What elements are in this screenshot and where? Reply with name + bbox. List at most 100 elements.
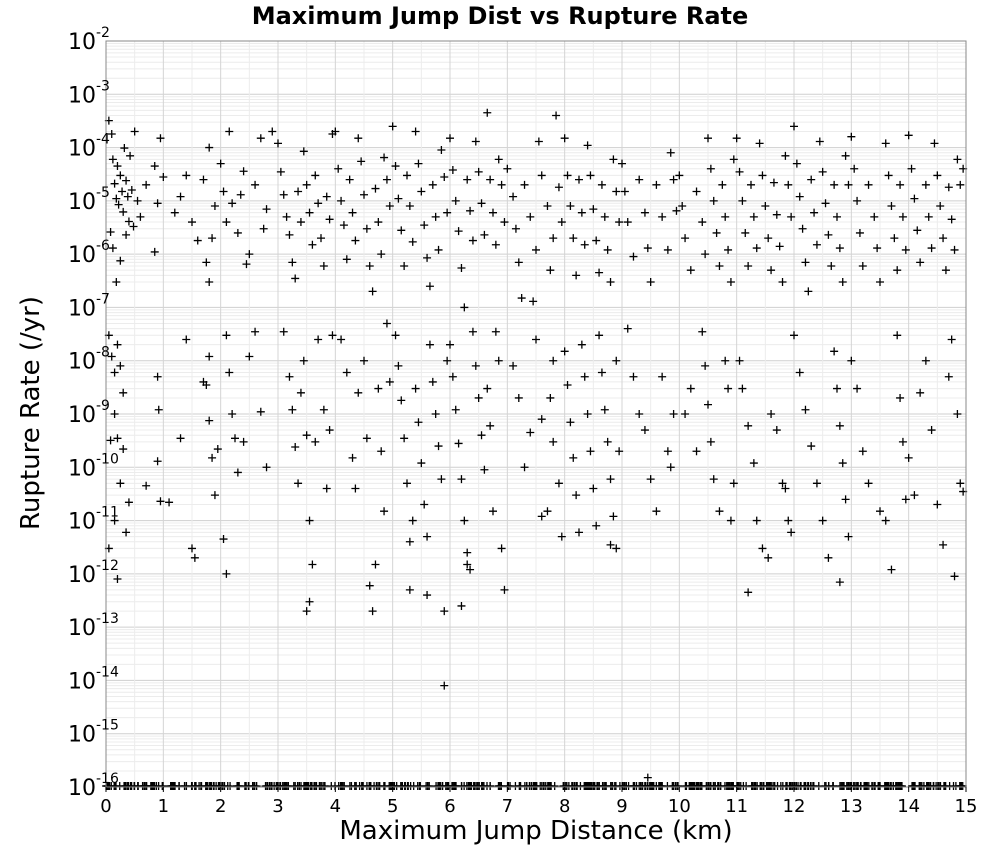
data-point [767, 266, 776, 275]
data-point [222, 569, 231, 578]
data-point [615, 447, 624, 456]
data-point [772, 426, 781, 435]
data-point [116, 171, 125, 180]
data-point [322, 484, 331, 493]
data-point [291, 443, 300, 452]
data-point [291, 274, 300, 283]
data-point [377, 250, 386, 259]
data-point [256, 134, 265, 143]
data-point [262, 205, 271, 214]
data-point [623, 324, 632, 333]
data-point [176, 434, 185, 443]
data-point [463, 548, 472, 557]
data-point [764, 234, 773, 243]
data-point [107, 129, 116, 138]
data-point [724, 245, 733, 254]
data-point [933, 782, 942, 790]
data-point [804, 287, 813, 296]
data-point [245, 250, 254, 259]
data-point [744, 588, 753, 597]
data-point [827, 261, 836, 270]
data-point [887, 202, 896, 211]
data-point [580, 372, 589, 381]
data-point [446, 134, 454, 143]
data-point [403, 171, 411, 180]
y-tick-label: 10-4 [68, 132, 110, 162]
x-tick-label: 2 [215, 796, 226, 817]
data-point [792, 159, 801, 168]
data-point [941, 266, 950, 275]
data-point [454, 439, 463, 448]
data-point [941, 782, 950, 790]
data-point [874, 782, 883, 790]
y-tick-exponent: -13 [96, 611, 119, 627]
data-point [225, 368, 234, 377]
data-point [400, 782, 409, 790]
data-point [122, 230, 131, 239]
data-point [154, 405, 163, 414]
data-point [337, 782, 346, 790]
data-point [414, 159, 423, 168]
data-point [718, 180, 727, 189]
data-point [669, 175, 678, 184]
data-point [251, 327, 260, 336]
data-point [223, 782, 232, 790]
data-point [786, 782, 795, 790]
data-point [801, 258, 810, 267]
data-point [123, 192, 132, 201]
y-tick-base: 10 [68, 83, 96, 108]
data-point [299, 147, 308, 156]
data-point [858, 447, 867, 456]
data-point [473, 782, 482, 790]
data-point [560, 347, 569, 356]
data-point [544, 782, 553, 790]
data-point [486, 421, 495, 430]
data-point [801, 405, 810, 414]
data-point [537, 171, 546, 180]
data-point [750, 782, 759, 790]
data-point [758, 544, 767, 553]
x-axis-label: Maximum Jump Distance (km) [339, 816, 733, 846]
data-point [835, 244, 844, 253]
data-point [466, 206, 475, 215]
data-point [112, 194, 121, 203]
data-point [575, 528, 583, 537]
x-tick-label: 12 [783, 796, 806, 817]
data-point [800, 782, 809, 790]
data-point [646, 278, 655, 287]
data-point [838, 459, 847, 468]
data-point [635, 175, 644, 184]
data-point [577, 208, 586, 217]
data-point [712, 228, 721, 237]
data-point [371, 184, 380, 193]
data-point [285, 372, 294, 381]
data-point [325, 215, 334, 224]
x-tick-label: 14 [897, 796, 920, 817]
data-point [566, 202, 575, 211]
data-point [575, 175, 583, 184]
data-point [738, 384, 747, 393]
y-tick-base: 10 [68, 563, 96, 588]
data-point [182, 171, 191, 180]
data-point [351, 236, 360, 245]
y-tick-exponent: -6 [96, 238, 110, 254]
data-point [222, 331, 231, 340]
y-tick-label: 10-2 [68, 25, 110, 55]
y-tick-base: 10 [68, 296, 96, 321]
data-point [549, 234, 558, 243]
data-point [153, 372, 162, 381]
y-tick-label: 10-9 [68, 398, 110, 428]
data-point [368, 287, 377, 296]
data-point [741, 228, 750, 237]
data-point [150, 162, 159, 171]
data-point [228, 410, 237, 418]
data-point [939, 234, 948, 243]
x-tick-label: 3 [272, 796, 283, 817]
data-point [411, 384, 420, 393]
data-point [103, 782, 112, 790]
data-point [752, 244, 761, 253]
data-point [116, 479, 125, 488]
data-point [735, 167, 744, 176]
data-point [618, 159, 626, 168]
